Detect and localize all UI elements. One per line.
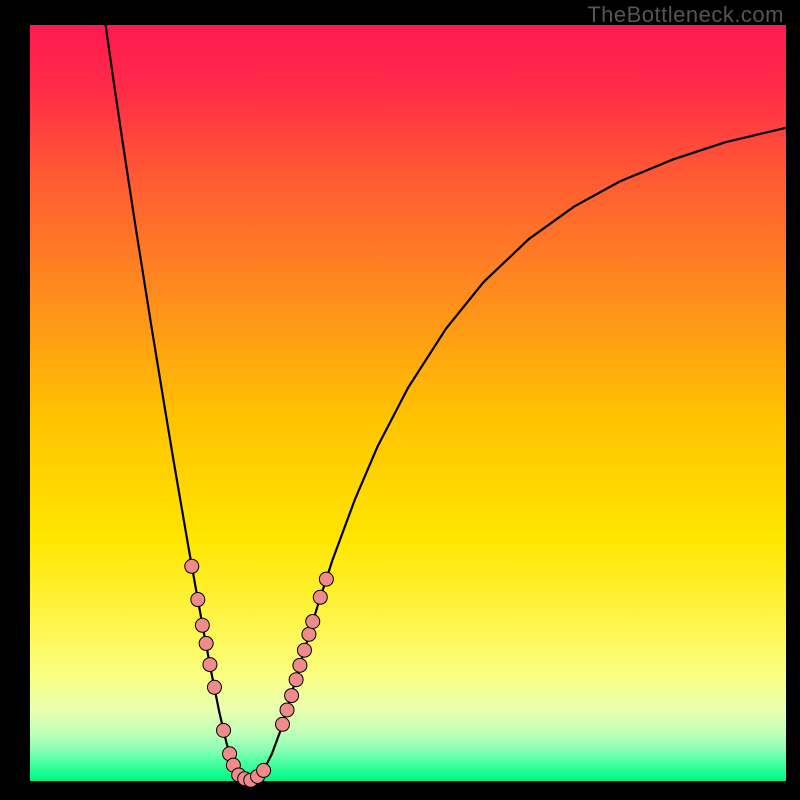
data-point [319,572,333,586]
data-point [203,658,217,672]
data-point [306,614,320,628]
data-point [195,618,209,632]
data-point [217,723,231,737]
data-point [313,590,327,604]
data-point [207,680,221,694]
data-point [293,658,307,672]
watermark-text: TheBottleneck.com [587,2,784,28]
data-point [257,763,271,777]
data-point [191,593,205,607]
data-point [276,717,290,731]
data-point [185,559,199,573]
data-point [199,636,213,650]
data-point [285,689,299,703]
data-point [289,673,303,687]
data-point [280,703,294,717]
plot-area [30,25,786,781]
data-point [302,627,316,641]
data-point [297,643,311,657]
chart-stage: TheBottleneck.com [0,0,800,800]
curve-svg [30,25,786,781]
